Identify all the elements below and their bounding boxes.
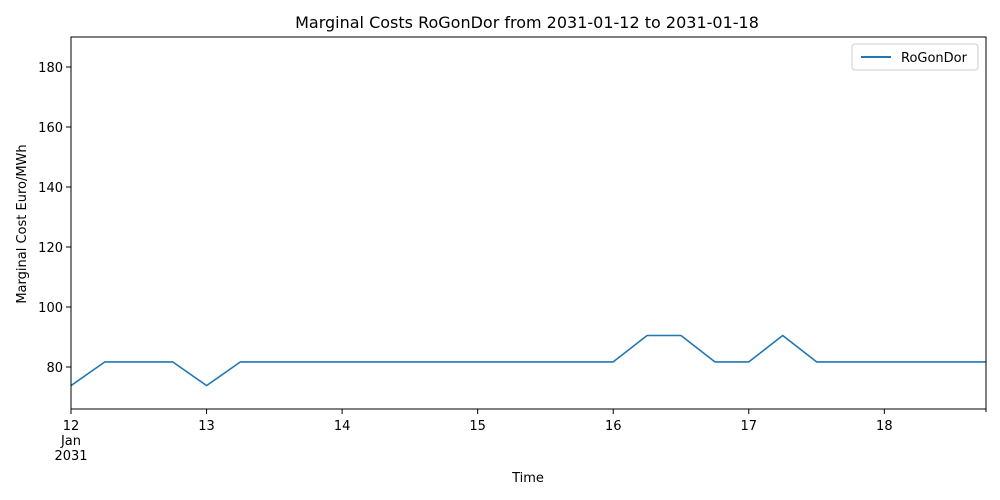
y-axis-label: Marginal Cost Euro/MWh (15, 144, 30, 303)
legend-label: RoGonDor (901, 51, 968, 66)
y-tick-label: 80 (46, 361, 63, 376)
x-tick-label: Jan (60, 434, 81, 449)
x-tick-label: 18 (876, 419, 893, 434)
legend-box (851, 43, 979, 71)
y-tick-label: 120 (38, 241, 63, 256)
x-tick-label: 16 (605, 419, 622, 434)
x-axis-label: Time (511, 471, 544, 486)
x-tick-label: 14 (334, 419, 351, 434)
series-layer (70, 334, 986, 387)
y-tick-label: 100 (38, 301, 63, 316)
x-tick-label: 17 (741, 419, 758, 434)
y-tick-label: 160 (38, 121, 63, 136)
y-tick-label: 140 (38, 181, 63, 196)
x-tick-label: 2031 (54, 449, 87, 464)
x-tick-label: 13 (198, 419, 215, 434)
x-tick-label: 15 (469, 419, 486, 434)
series-line-rogondor (70, 334, 986, 387)
axes-frame (70, 36, 987, 410)
y-tick-label: 180 (38, 61, 63, 76)
x-tick-label: 12 (63, 419, 80, 434)
legend: RoGonDor (851, 43, 979, 71)
y-axis-ticks: 80 100 120 140 160 180 (38, 61, 71, 376)
chart-title: Marginal Costs RoGonDor from 2031-01-12 … (295, 13, 759, 32)
